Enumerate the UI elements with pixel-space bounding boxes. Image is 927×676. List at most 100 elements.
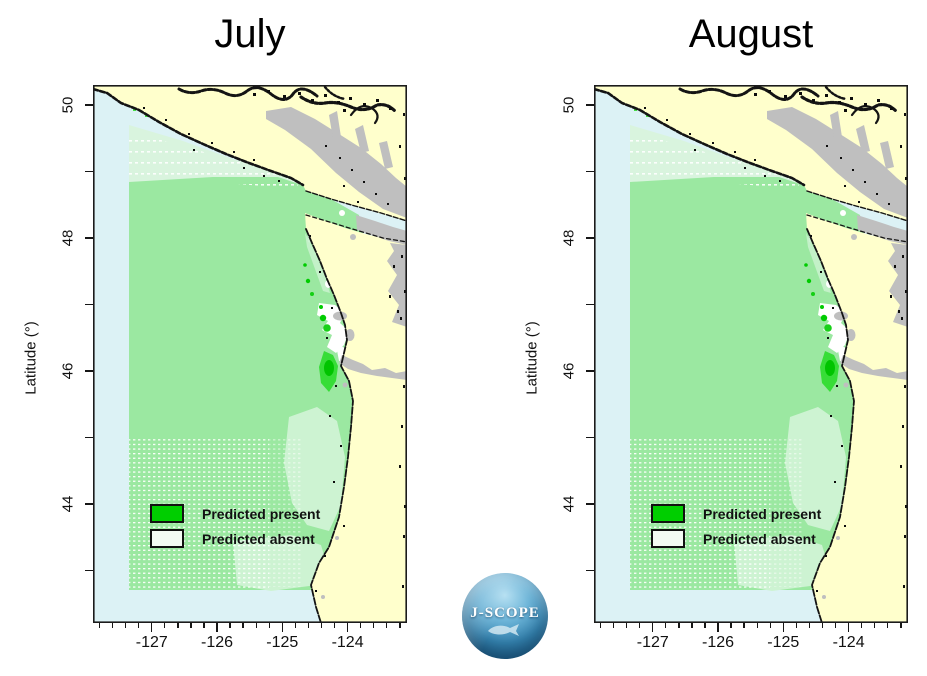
lon-tick	[756, 623, 758, 628]
lon-tick	[177, 623, 179, 628]
legend-present-swatch	[651, 504, 685, 523]
legend-present-label: Predicted present	[202, 505, 321, 522]
lat-tick	[586, 370, 594, 372]
lat-tick	[586, 170, 594, 173]
lat-tick	[586, 569, 594, 572]
lon-tick	[860, 623, 863, 628]
legend-july: Predicted present Predicted absent	[150, 504, 321, 555]
lon-tick	[665, 623, 667, 628]
lon-tick	[333, 623, 336, 628]
legend-absent-label: Predicted absent	[703, 530, 816, 547]
lat-tick-label: 46	[59, 362, 77, 380]
lon-tick-label: -126	[702, 634, 735, 651]
legend-row-absent: Predicted absent	[150, 529, 320, 548]
lon-tick-label: -125	[767, 634, 800, 651]
lon-tick	[190, 623, 192, 628]
lon-tick	[652, 623, 654, 632]
lon-tick	[255, 623, 257, 628]
lon-tick	[730, 623, 732, 628]
y-axis-label-august: Latitude (°)	[523, 321, 541, 395]
lon-tick	[900, 623, 902, 628]
lon-tick	[216, 623, 218, 632]
lon-tick	[769, 623, 771, 628]
lat-tick-label: 48	[59, 229, 77, 247]
y-axis-label-july: Latitude (°)	[22, 321, 40, 395]
lon-tick-label: -127	[636, 634, 669, 651]
panel-title-july: July	[214, 12, 286, 56]
lon-tick	[847, 623, 850, 632]
lon-tick	[111, 623, 114, 628]
lon-tick	[229, 623, 231, 628]
lat-tick	[85, 503, 93, 505]
lon-tick	[782, 623, 784, 632]
jscope-logo: J-SCOPE	[462, 573, 548, 659]
lat-tick-label: 50	[59, 96, 77, 114]
lat-tick-label: 44	[560, 495, 578, 513]
lon-tick	[638, 623, 641, 628]
legend-absent-swatch	[651, 529, 685, 548]
legend-absent-swatch	[150, 529, 184, 548]
lat-tick	[586, 436, 594, 439]
lat-tick	[586, 503, 594, 505]
lon-tick	[834, 623, 837, 628]
lat-tick	[85, 237, 93, 239]
lon-tick	[164, 623, 166, 628]
lon-tick	[625, 623, 628, 628]
legend-row-present: Predicted present	[651, 504, 821, 523]
lon-tick	[743, 623, 745, 628]
lon-tick	[281, 623, 283, 632]
lon-tick	[599, 623, 602, 628]
logo-light-ray	[462, 573, 548, 659]
lat-tick	[586, 303, 594, 306]
lon-tick-label: -127	[135, 634, 168, 651]
fish-icon	[488, 624, 519, 636]
lat-tick-label: 46	[560, 362, 578, 380]
legend-row-present: Predicted present	[150, 504, 321, 523]
legend-row-absent: Predicted absent	[651, 529, 821, 548]
lon-tick	[399, 623, 401, 628]
lat-tick	[85, 170, 93, 173]
lon-tick-label: -124	[832, 634, 865, 651]
logo-text: J-SCOPE	[470, 605, 540, 621]
lon-tick	[359, 623, 362, 628]
legend-present-swatch	[150, 504, 184, 523]
lon-tick	[294, 623, 297, 628]
lat-tick	[85, 436, 93, 439]
lat-tick	[586, 104, 594, 106]
lon-tick	[704, 623, 706, 628]
legend-august: Predicted present Predicted absent	[651, 504, 821, 555]
lat-tick-label: 48	[560, 229, 578, 247]
lon-tick-label: -126	[201, 634, 234, 651]
lon-tick	[242, 623, 244, 628]
lat-tick	[586, 237, 594, 239]
legend-absent-label: Predicted absent	[202, 530, 315, 547]
lon-tick	[808, 623, 811, 628]
lat-tick-label: 50	[560, 96, 578, 114]
lat-tick	[85, 104, 93, 106]
lon-tick-label: -124	[331, 634, 364, 651]
lon-tick	[821, 623, 824, 628]
lon-tick	[386, 623, 388, 628]
lat-tick	[85, 303, 93, 306]
lat-tick	[85, 370, 93, 372]
lon-tick	[717, 623, 719, 632]
lon-tick	[137, 623, 140, 628]
lon-tick	[320, 623, 323, 628]
lon-tick	[874, 623, 876, 628]
lat-tick-label: 44	[59, 495, 77, 513]
lon-tick	[691, 623, 693, 628]
lon-tick	[373, 623, 375, 628]
lon-tick	[124, 623, 127, 628]
lon-tick	[268, 623, 270, 628]
panel-title-august: August	[688, 12, 814, 56]
lon-tick	[151, 623, 153, 632]
lat-tick	[85, 569, 93, 572]
lon-tick	[678, 623, 680, 628]
lon-tick	[795, 623, 798, 628]
lon-tick	[887, 623, 889, 628]
lon-tick	[203, 623, 205, 628]
lon-tick	[346, 623, 349, 632]
lon-tick	[612, 623, 615, 628]
lon-tick-label: -125	[266, 634, 299, 651]
